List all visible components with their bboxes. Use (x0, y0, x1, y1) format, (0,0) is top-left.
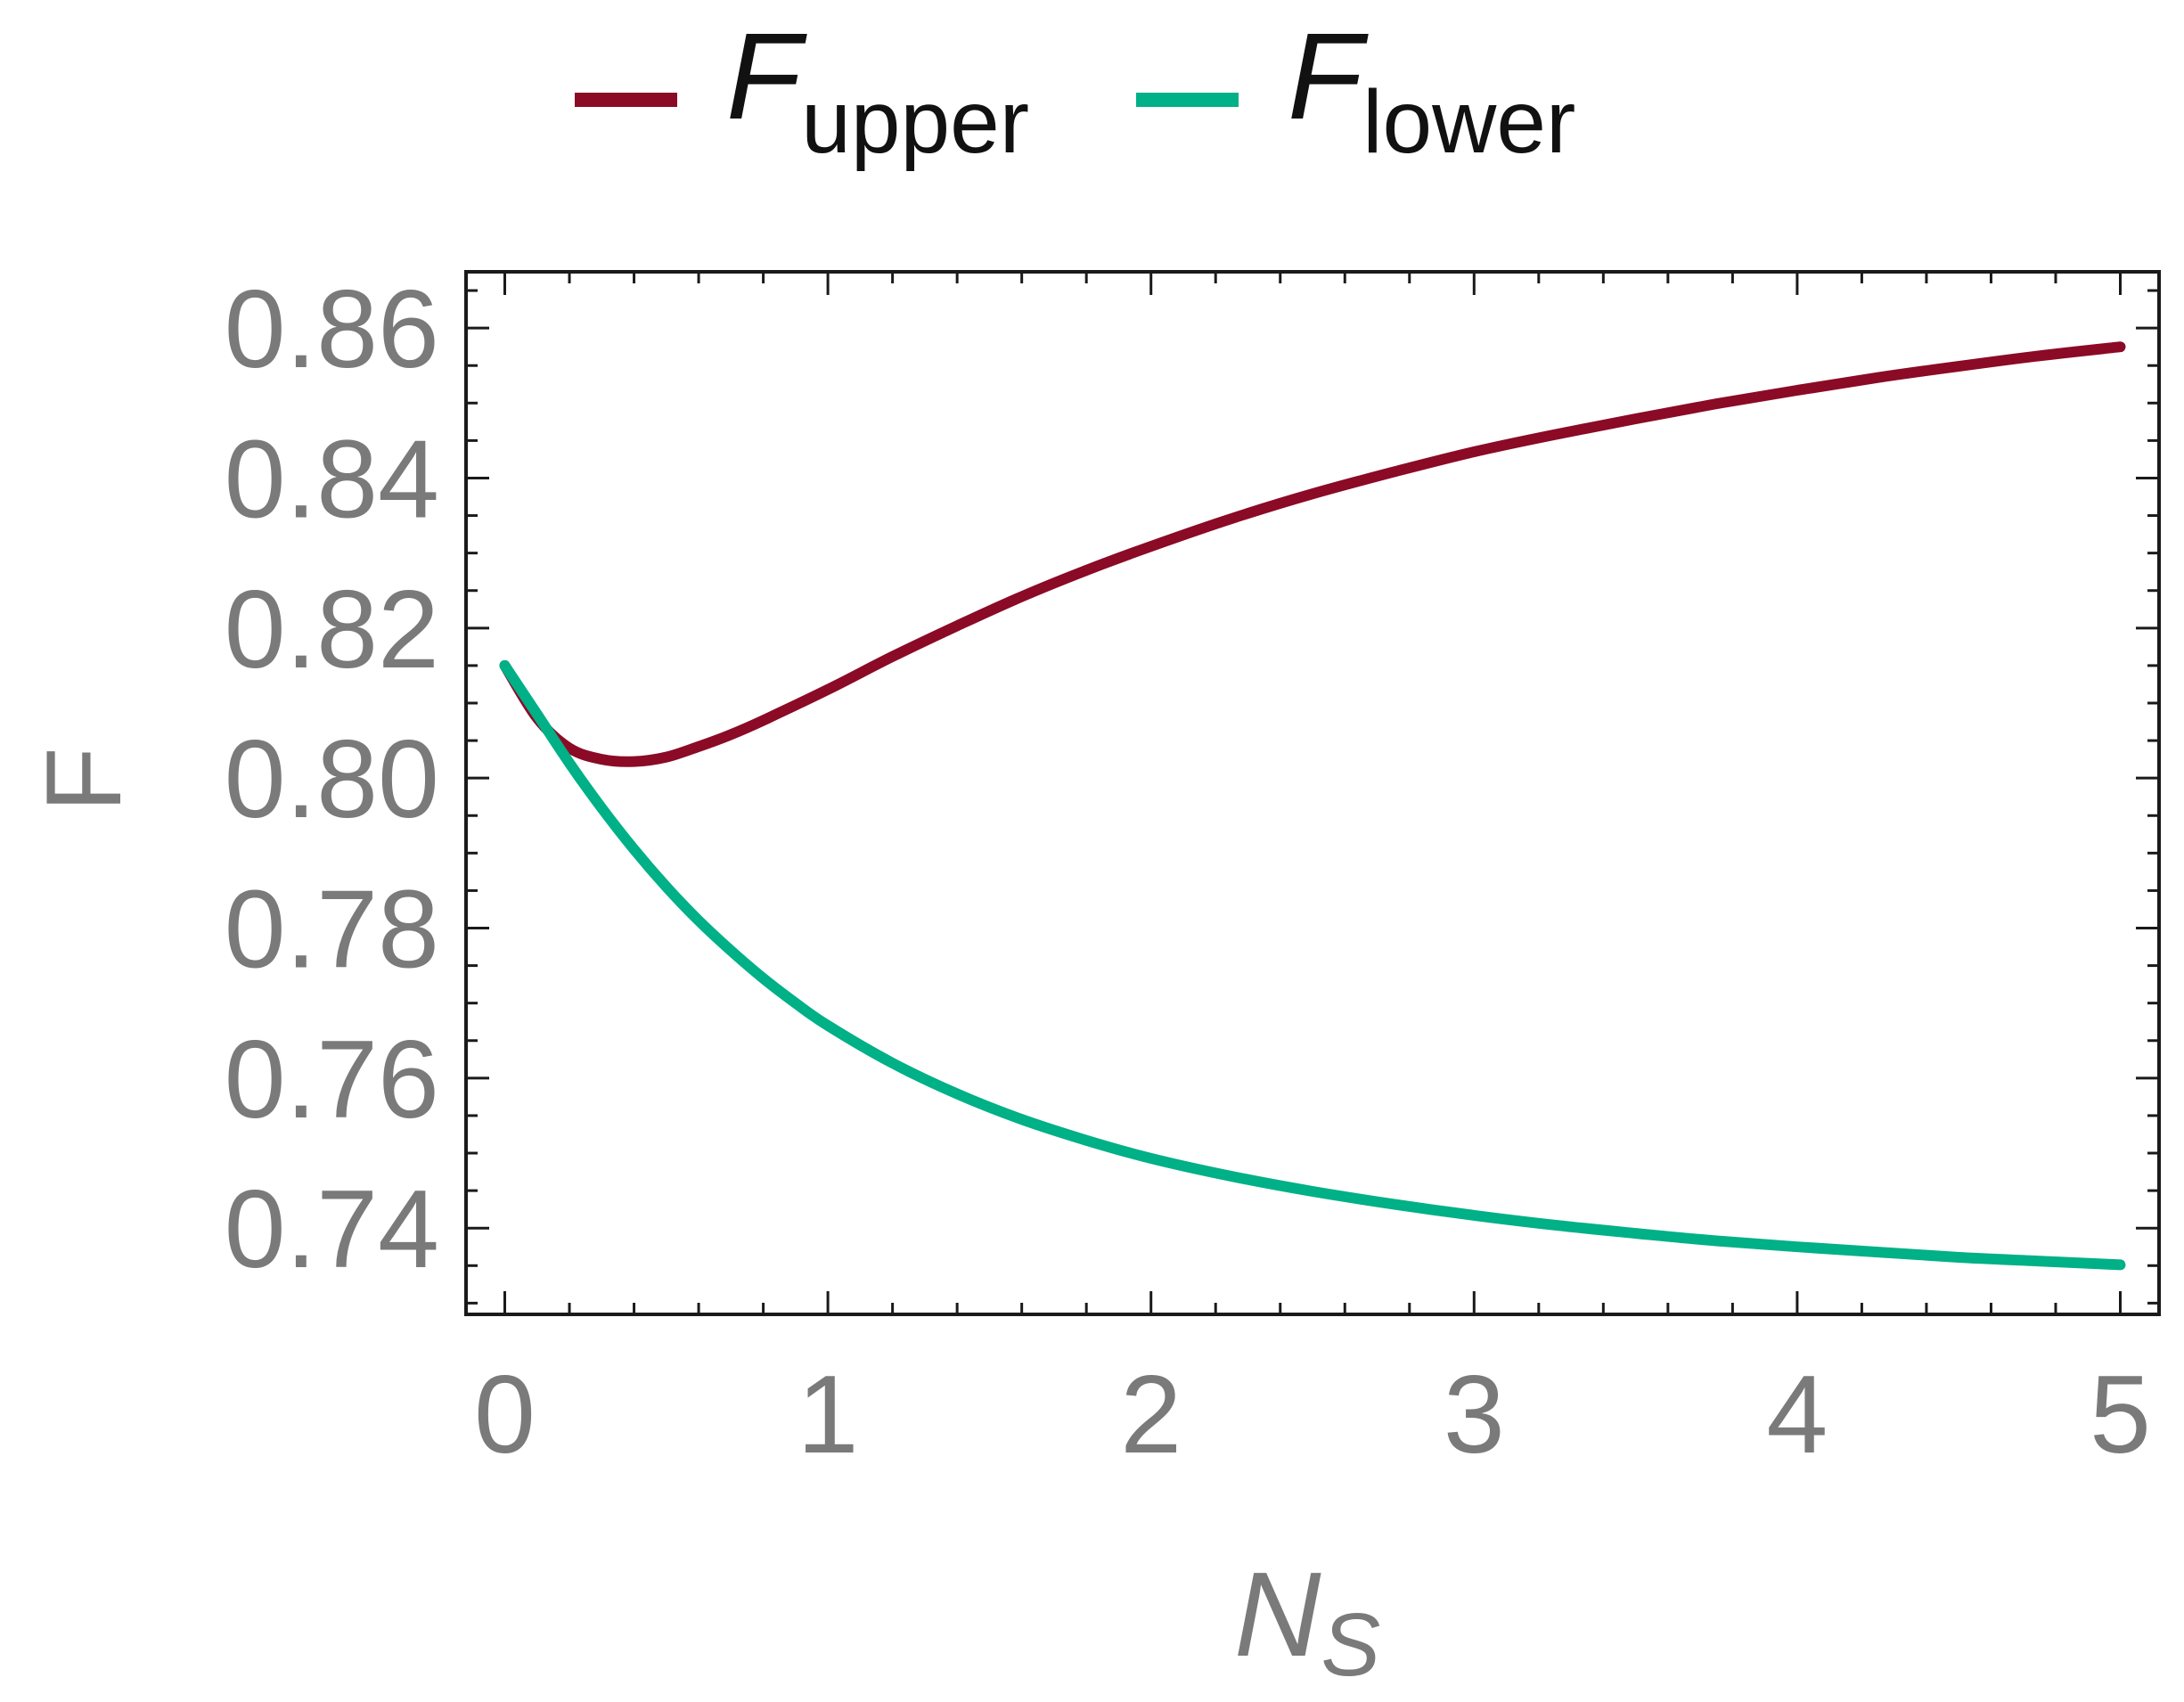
x-tick-label: 3 (1444, 1354, 1505, 1477)
y-tick-label: 0.76 (225, 1019, 439, 1141)
y-tick-label: 0.74 (225, 1168, 439, 1291)
y-tick-label: 0.78 (225, 869, 439, 992)
x-axis-label-main: N (1234, 1547, 1321, 1682)
series-line-upper (499, 341, 2126, 767)
minor-ticks (466, 272, 2159, 1314)
legend-label-upper-subscript: upper (801, 72, 1029, 172)
svg-text:Flower: Flower (1288, 8, 1575, 172)
x-tick-labels: 0 1 2 3 4 5 (474, 1354, 2151, 1477)
y-axis-label: F (24, 747, 143, 812)
x-tick-label: 5 (2090, 1354, 2151, 1477)
x-tick-label: 1 (798, 1354, 859, 1477)
x-axis-label: NS (1234, 1547, 1380, 1695)
x-tick-label: 0 (474, 1354, 536, 1477)
y-tick-label: 0.80 (225, 718, 439, 841)
x-tick-label: 4 (1766, 1354, 1828, 1477)
series-line-lower (499, 659, 2126, 1271)
svg-text:Fupper: Fupper (726, 8, 1029, 172)
y-tick-labels: 0.74 0.76 0.78 0.80 0.82 0.84 0.86 (225, 268, 439, 1291)
legend-label-lower-subscript: lower (1362, 72, 1575, 172)
plot-frame (464, 270, 2161, 1316)
major-ticks (466, 272, 2159, 1314)
legend-label-upper: F (726, 8, 807, 145)
legend-label-lower: F (1288, 8, 1369, 145)
y-tick-label: 0.84 (225, 418, 439, 541)
legend: Fupper Flower (575, 8, 1575, 172)
legend-item-upper: Fupper (575, 8, 1029, 172)
y-tick-label: 0.86 (225, 268, 439, 391)
legend-item-lower: Flower (1136, 8, 1575, 172)
plot-lines (499, 341, 2126, 1271)
x-axis-label-subscript: S (1321, 1595, 1381, 1695)
x-tick-label: 2 (1120, 1354, 1182, 1477)
y-tick-label: 0.82 (225, 569, 439, 691)
